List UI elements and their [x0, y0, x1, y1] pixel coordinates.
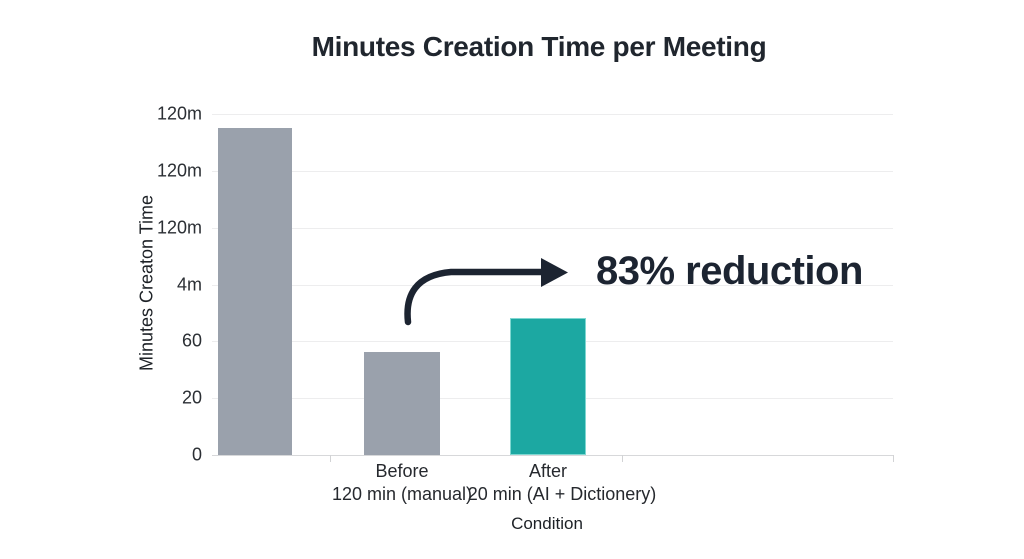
y-tick-label: 120m [156, 160, 202, 181]
y-tick-label: 120m [156, 103, 202, 124]
gridline [212, 284, 893, 286]
x-category-sublabel: 20 min (AI + Dictionery) [467, 484, 657, 504]
gridline [212, 114, 893, 115]
x-axis-line [212, 455, 893, 456]
bar-after [510, 318, 586, 455]
y-tick-label: 120m [156, 217, 202, 238]
x-category-label: Before [375, 461, 429, 481]
x-tick-mark [622, 455, 623, 462]
y-tick-label: 4m [176, 274, 202, 294]
gridline [212, 170, 893, 172]
curved-arrow-icon [404, 258, 568, 326]
bar-before [364, 352, 440, 455]
chart-title: Minutes Creation Time per Meeting [311, 31, 767, 62]
x-tick-mark [330, 455, 331, 462]
bar-unlabeled [218, 128, 292, 455]
x-category-sublabel: 120 min (manual) [331, 484, 473, 504]
x-axis-title: Condition [511, 514, 583, 533]
x-tick-mark [893, 455, 894, 462]
reduction-annotation: 83% reduction [596, 249, 863, 293]
y-tick-label: 0 [191, 444, 202, 465]
gridline [212, 227, 893, 229]
y-tick-label: 60 [181, 330, 202, 351]
x-category-label: After [528, 461, 568, 481]
y-tick-label: 20 [181, 387, 202, 408]
